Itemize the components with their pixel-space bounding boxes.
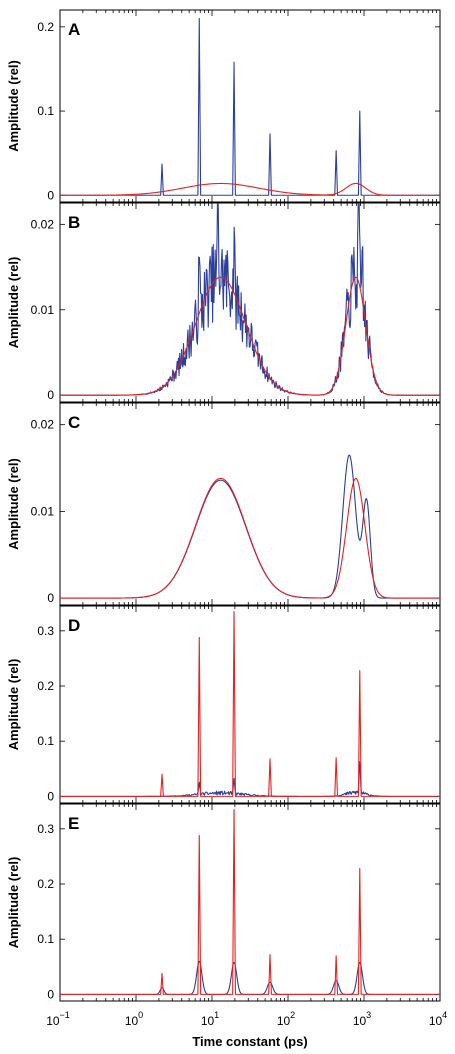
panel-letter: B	[68, 213, 80, 232]
x-tick-label: 100	[125, 1010, 143, 1028]
x-tick-label: 104	[429, 1010, 447, 1028]
panel-e: 0 0.1 0.2 0.3 Amplitude (rel) E	[6, 803, 441, 1002]
panel-d: 0 0.1 0.2 0.3 Amplitude (rel) D	[6, 605, 441, 804]
series-red-line	[60, 276, 440, 396]
y-tick-label: 0.02	[31, 217, 55, 231]
x-axis-title: Time constant (ps)	[192, 1034, 307, 1049]
y-tick-label: 0	[47, 388, 54, 402]
y-tick-label: 0.3	[37, 624, 54, 638]
y-tick-label: 0.2	[37, 20, 54, 34]
y-tick-label: 0.3	[37, 822, 54, 836]
y-tick-label: 0	[47, 987, 54, 1001]
series-blue-line	[60, 761, 440, 797]
plot-frame	[59, 202, 441, 403]
plot-frame	[59, 9, 441, 203]
series-blue-line	[60, 960, 440, 995]
panel-letter: E	[68, 814, 79, 833]
panel-letter: D	[68, 616, 80, 635]
y-axis-title: Amplitude (rel)	[6, 257, 21, 349]
x-tick-label: 101	[201, 1010, 219, 1028]
y-tick-label: 0	[47, 591, 54, 605]
y-tick-label: 0.2	[37, 877, 54, 891]
y-tick-label: 0.01	[31, 504, 55, 518]
series-blue-line	[60, 203, 440, 396]
panel-b: 0 0.01 0.02 Amplitude (rel) B	[6, 202, 441, 403]
y-tick-label: 0.2	[37, 679, 54, 693]
y-tick-label: 0.02	[31, 418, 55, 432]
series-blue-line	[60, 454, 440, 599]
panel-letter: A	[68, 20, 80, 39]
plot-frame	[59, 803, 441, 1002]
y-axis-title: Amplitude (rel)	[6, 857, 21, 949]
series-blue-line	[60, 17, 440, 196]
y-tick-label: 0.1	[37, 932, 54, 946]
x-tick-label: 103	[353, 1010, 371, 1028]
plot-frame	[59, 402, 441, 606]
y-axis-title: Amplitude (rel)	[6, 60, 21, 152]
series-red-line	[60, 182, 440, 196]
panel-letter: C	[68, 413, 80, 432]
series-red-line	[60, 808, 440, 995]
y-tick-label: 0	[47, 188, 54, 202]
x-tick-label: 10−1	[46, 1010, 70, 1028]
y-tick-label: 0.1	[37, 104, 54, 118]
panel-a: 0 0.1 0.2 Amplitude (rel) A	[6, 9, 441, 203]
y-tick-label: 0.01	[31, 303, 55, 317]
panel-c: 0 0.01 0.02 Amplitude (rel) C	[6, 402, 441, 606]
y-axis-title: Amplitude (rel)	[6, 659, 21, 751]
plot-frame	[59, 605, 441, 804]
x-tick-label: 102	[277, 1010, 295, 1028]
series-red-line	[60, 477, 440, 599]
series-red-line	[60, 610, 440, 797]
y-tick-label: 0.1	[37, 734, 54, 748]
y-tick-label: 0	[47, 789, 54, 803]
y-axis-title: Amplitude (rel)	[6, 458, 21, 550]
